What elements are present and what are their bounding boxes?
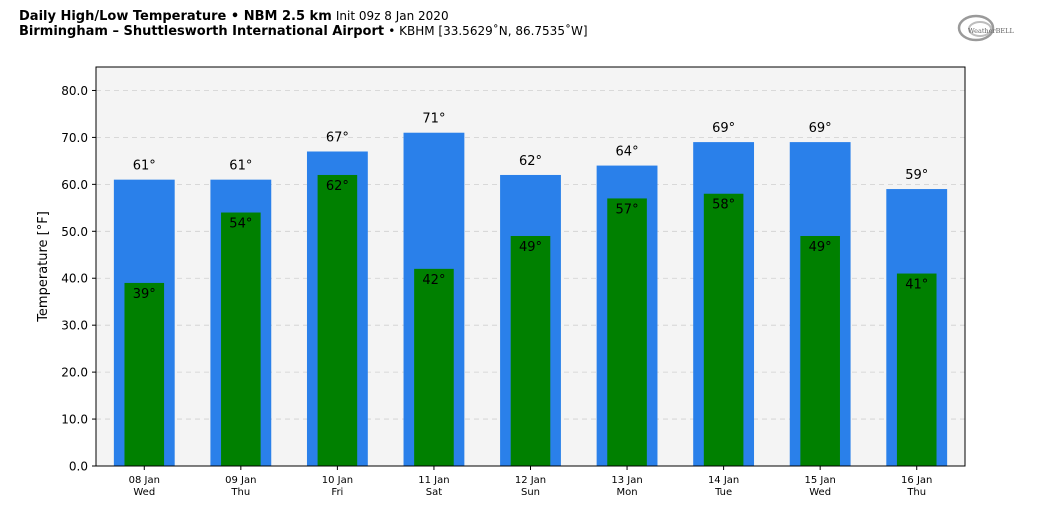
y-tick-label: 20.0 — [61, 366, 88, 380]
title-line-2: Birmingham – Shuttlesworth International… — [19, 24, 588, 39]
low-bar — [124, 282, 165, 466]
high-value-label: 59° — [905, 168, 928, 183]
x-tick-weekday: Sun — [521, 487, 540, 498]
low-bar — [414, 268, 454, 466]
low-value-label: 54° — [229, 217, 252, 232]
swirl-icon — [957, 14, 995, 42]
x-tick-label: 15 Jan — [805, 475, 836, 486]
x-tick-weekday: Thu — [230, 487, 250, 498]
x-tick-label: 09 Jan — [225, 475, 256, 486]
low-bar — [896, 273, 937, 466]
x-tick-label: 13 Jan — [611, 475, 642, 486]
y-tick-label: 50.0 — [61, 225, 88, 239]
chart-title: Daily High/Low Temperature • NBM 2.5 km — [19, 9, 332, 24]
high-value-label: 71° — [422, 112, 445, 127]
low-bar — [703, 193, 744, 466]
x-tick-label: 08 Jan — [129, 475, 160, 486]
y-tick-label: 40.0 — [61, 272, 88, 286]
logo-text: WeatherBELL — [968, 27, 1014, 35]
y-axis-label: Temperature [°F] — [36, 211, 51, 323]
station-coordinates: • KBHM [33.5629˚N, 86.7535˚W] — [388, 24, 588, 38]
low-bar — [317, 174, 358, 466]
high-value-label: 61° — [133, 159, 156, 174]
low-value-label: 57° — [616, 202, 639, 217]
low-bar — [510, 235, 551, 466]
x-tick-label: 14 Jan — [708, 475, 739, 486]
low-bar — [607, 198, 647, 466]
y-tick-label: 70.0 — [61, 131, 88, 145]
x-tick-label: 12 Jan — [515, 475, 546, 486]
high-value-label: 64° — [616, 145, 639, 160]
low-value-label: 58° — [712, 198, 735, 213]
y-tick-label: 0.0 — [69, 460, 88, 474]
low-bar — [800, 235, 840, 466]
x-tick-weekday: Sat — [426, 487, 442, 498]
x-tick-weekday: Mon — [617, 487, 638, 498]
low-value-label: 49° — [519, 240, 542, 255]
y-tick-label: 80.0 — [61, 84, 88, 98]
x-tick-weekday: Thu — [906, 487, 926, 498]
x-tick-weekday: Wed — [133, 487, 155, 498]
weatherbell-logo: WeatherBELL — [957, 14, 1014, 42]
plot-frame — [95, 66, 966, 467]
chart-header: Daily High/Low Temperature • NBM 2.5 km … — [19, 9, 588, 39]
x-tick-label: 10 Jan — [322, 475, 353, 486]
low-value-label: 41° — [905, 278, 928, 293]
low-value-label: 39° — [133, 287, 156, 302]
title-line-1: Daily High/Low Temperature • NBM 2.5 km … — [19, 9, 588, 24]
high-value-label: 61° — [229, 159, 252, 174]
y-tick-label: 10.0 — [61, 413, 88, 427]
high-value-label: 69° — [809, 121, 832, 136]
x-tick-label: 11 Jan — [418, 475, 449, 486]
x-tick-weekday: Tue — [714, 487, 732, 498]
low-value-label: 49° — [809, 240, 832, 255]
low-value-label: 42° — [422, 273, 445, 288]
swirl-inner-icon — [968, 21, 992, 37]
x-tick-weekday: Wed — [809, 487, 831, 498]
init-time: Init 09z 8 Jan 2020 — [335, 9, 449, 23]
y-tick-label: 30.0 — [61, 319, 88, 333]
low-value-label: 62° — [326, 179, 349, 194]
x-tick-weekday: Fri — [331, 487, 343, 498]
high-value-label: 67° — [326, 130, 349, 145]
high-value-label: 69° — [712, 121, 735, 136]
x-tick-label: 16 Jan — [901, 475, 932, 486]
high-value-label: 62° — [519, 154, 542, 169]
low-bar — [221, 212, 261, 466]
station-name: Birmingham – Shuttlesworth International… — [19, 24, 385, 39]
y-tick-label: 60.0 — [61, 178, 88, 192]
